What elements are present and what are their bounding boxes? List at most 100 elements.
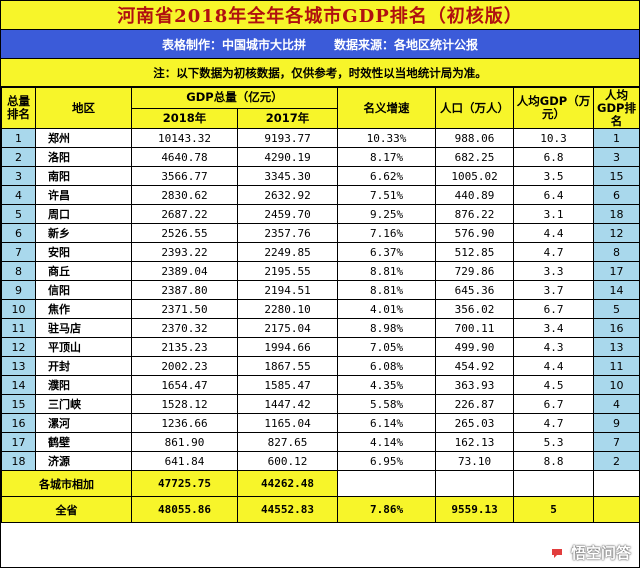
gdp-2017-cell: 2195.55 [236,261,339,281]
sum-gdp-2018: 47725.75 [131,470,238,497]
table-row: 3 南阳 3566.77 3345.30 6.62% 1005.02 3.5 15 [1,166,640,186]
table-row: 16 漯河 1236.66 1165.04 6.14% 265.03 4.7 9 [1,413,640,433]
region-cell: 新乡 [35,223,132,243]
sum-row: 各城市相加 47725.75 44262.48 [1,470,640,497]
growth-cell: 10.33% [337,128,437,148]
gdp-2018-cell: 2830.62 [131,185,238,205]
population-cell: 876.22 [435,204,515,224]
gdp-2018-cell: 2526.55 [131,223,238,243]
per-capita-rank-cell: 18 [593,204,640,224]
table-row: 10 焦作 2371.50 2280.10 4.01% 356.02 6.7 5 [1,299,640,319]
sum-empty [337,470,437,497]
population-cell: 512.85 [435,242,515,262]
per-capita-rank-cell: 8 [593,242,640,262]
note-bar: 注：以下数据为初核数据，仅供参考，时效性以当地统计局为准。 [1,59,639,87]
region-cell: 安阳 [35,242,132,262]
growth-cell: 8.98% [337,318,437,338]
rank-cell: 13 [1,356,36,376]
gdp-2018-cell: 2389.04 [131,261,238,281]
maker-label: 表格制作：中国城市大比拼 [161,37,306,52]
header-gdp: GDP总量（亿元） [130,87,339,109]
per-capita-cell: 4.4 [513,356,595,376]
gdp-2017-cell: 1165.04 [236,413,339,433]
growth-cell: 4.14% [337,432,437,452]
gdp-2017-cell: 1585.47 [236,375,339,395]
per-capita-rank-cell: 12 [593,223,640,243]
total-per-capita: 5 [513,496,595,523]
region-cell: 濮阳 [35,375,132,395]
growth-cell: 5.58% [337,394,437,414]
sum-gdp-2017: 44262.48 [236,470,339,497]
region-cell: 信阳 [35,280,132,300]
gdp-2018-cell: 2370.32 [131,318,238,338]
population-cell: 440.89 [435,185,515,205]
region-cell: 鹤壁 [35,432,132,452]
rank-cell: 16 [1,413,36,433]
gdp-2018-cell: 2393.22 [131,242,238,262]
population-cell: 729.86 [435,261,515,281]
table-row: 6 新乡 2526.55 2357.76 7.16% 576.90 4.4 12 [1,223,640,243]
rank-cell: 4 [1,185,36,205]
gdp-2017-cell: 2194.51 [236,280,339,300]
per-capita-rank-cell: 4 [593,394,640,414]
population-cell: 1005.02 [435,166,515,186]
total-gdp-2017: 44552.83 [236,496,339,523]
per-capita-cell: 3.3 [513,261,595,281]
per-capita-cell: 4.7 [513,413,595,433]
rank-cell: 1 [1,128,36,148]
per-capita-cell: 6.7 [513,394,595,414]
per-capita-cell: 8.8 [513,451,595,471]
region-cell: 三门峡 [35,394,132,414]
per-capita-cell: 6.8 [513,147,595,167]
region-cell: 周口 [35,204,132,224]
header-2017: 2017年 [236,107,339,129]
region-cell: 郑州 [35,128,132,148]
population-cell: 988.06 [435,128,515,148]
region-cell: 济源 [35,451,132,471]
per-capita-rank-cell: 7 [593,432,640,452]
table-row: 9 信阳 2387.80 2194.51 8.81% 645.36 3.7 14 [1,280,640,300]
speech-bubble-icon [546,542,567,563]
table-row: 2 洛阳 4640.78 4290.19 8.17% 682.25 6.8 3 [1,147,640,167]
gdp-2017-cell: 2175.04 [236,318,339,338]
sum-empty [435,470,515,497]
sum-empty [513,470,595,497]
header-per-capita: 人均GDP（万元） [513,87,595,129]
rank-cell: 12 [1,337,36,357]
rank-cell: 8 [1,261,36,281]
growth-cell: 4.35% [337,375,437,395]
watermark-text: 悟空问答 [570,544,631,562]
rank-cell: 10 [1,299,36,319]
table-row: 17 鹤壁 861.90 827.65 4.14% 162.13 5.3 7 [1,432,640,452]
table-row: 13 开封 2002.23 1867.55 6.08% 454.92 4.4 11 [1,356,640,376]
per-capita-cell: 5.3 [513,432,595,452]
growth-cell: 8.81% [337,261,437,281]
table-row: 4 许昌 2830.62 2632.92 7.51% 440.89 6.4 6 [1,185,640,205]
header-growth: 名义增速 [337,87,437,129]
population-cell: 162.13 [435,432,515,452]
gdp-2018-cell: 1236.66 [131,413,238,433]
region-cell: 驻马店 [35,318,132,338]
rank-cell: 3 [1,166,36,186]
per-capita-rank-cell: 16 [593,318,640,338]
per-capita-cell: 3.4 [513,318,595,338]
per-capita-rank-cell: 6 [593,185,640,205]
per-capita-rank-cell: 1 [593,128,640,148]
region-cell: 南阳 [35,166,132,186]
gdp-2017-cell: 2280.10 [236,299,339,319]
per-capita-cell: 4.3 [513,337,595,357]
population-cell: 73.10 [435,451,515,471]
per-capita-cell: 4.5 [513,375,595,395]
gdp-2018-cell: 10143.32 [131,128,238,148]
header-row-1: 总量排名 地区 GDP总量（亿元） 名义增速 人口（万人） 人均GDP（万元） … [1,87,640,129]
header-row-2: 2018年 2017年 [2,107,640,129]
population-cell: 356.02 [435,299,515,319]
table-row: 1 郑州 10143.32 9193.77 10.33% 988.06 10.3 1 [1,128,640,148]
rank-cell: 15 [1,394,36,414]
per-capita-cell: 3.1 [513,204,595,224]
gdp-2017-cell: 3345.30 [236,166,339,186]
gdp-2018-cell: 2371.50 [131,299,238,319]
population-cell: 576.90 [435,223,515,243]
rank-cell: 18 [1,451,36,471]
